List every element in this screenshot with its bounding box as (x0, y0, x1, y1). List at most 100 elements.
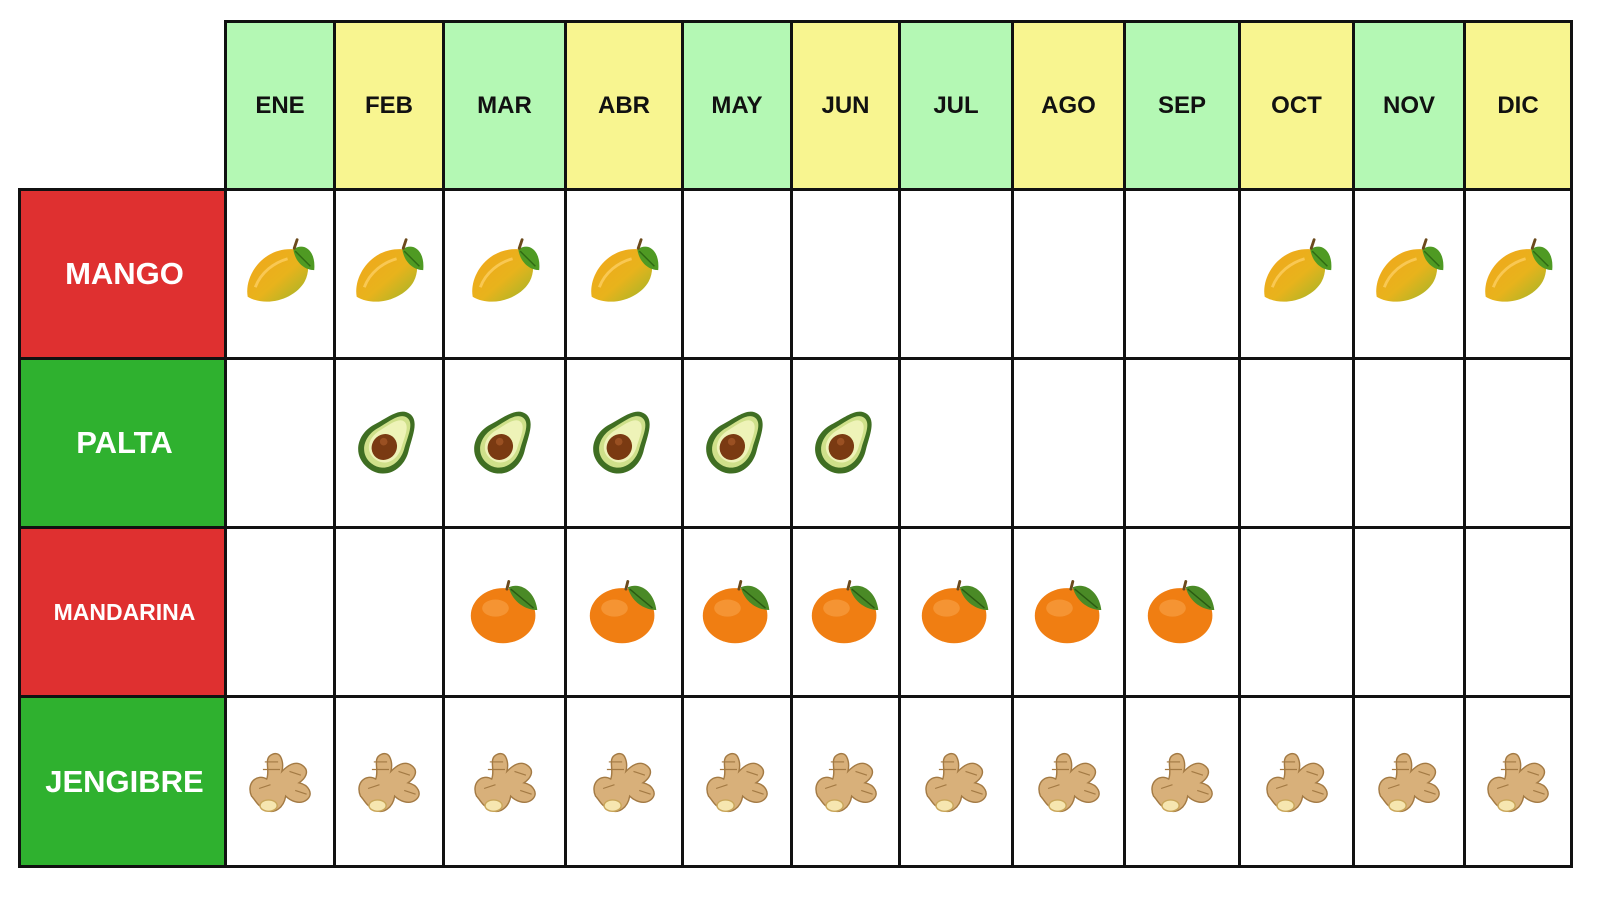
season-cell-mandarina-ene (224, 526, 336, 698)
month-label: DIC (1497, 91, 1539, 119)
tangerine-icon (1031, 572, 1107, 653)
season-cell-mango-ago (1011, 188, 1126, 360)
season-cell-palta-jun (790, 357, 901, 529)
month-header-sep: SEP (1123, 20, 1241, 191)
season-cell-jengibre-nov (1352, 695, 1466, 868)
season-cell-jengibre-mar (442, 695, 567, 868)
tangerine-icon (467, 572, 543, 653)
season-cell-jengibre-ene (224, 695, 336, 868)
mango-icon (1259, 234, 1335, 315)
season-cell-mandarina-mar (442, 526, 567, 698)
month-header-oct: OCT (1238, 20, 1355, 191)
month-label: SEP (1157, 91, 1207, 119)
season-cell-palta-ago (1011, 357, 1126, 529)
month-label: AGO (1041, 91, 1096, 119)
season-cell-palta-oct (1238, 357, 1355, 529)
season-cell-palta-feb (333, 357, 445, 529)
fruit-label-mango: MANGO (18, 188, 231, 360)
ginger-icon (467, 741, 543, 822)
season-cell-jengibre-dic (1463, 695, 1573, 868)
season-cell-mango-dic (1463, 188, 1573, 360)
ginger-icon (808, 741, 884, 822)
ginger-icon (1031, 741, 1107, 822)
fruit-label-mandarina: MANDARINA (18, 526, 231, 698)
avocado-icon (467, 403, 543, 484)
season-cell-jengibre-ago (1011, 695, 1126, 868)
ginger-icon (1259, 741, 1335, 822)
month-label: MAY (711, 91, 763, 119)
month-label: JUL (933, 91, 979, 119)
month-label: OCT (1271, 91, 1322, 119)
season-cell-mango-jul (898, 188, 1014, 360)
season-cell-jengibre-sep (1123, 695, 1241, 868)
season-cell-jengibre-oct (1238, 695, 1355, 868)
season-cell-mango-mar (442, 188, 567, 360)
avocado-icon (699, 403, 775, 484)
season-cell-mandarina-abr (564, 526, 684, 698)
mango-icon (467, 234, 543, 315)
season-cell-jengibre-jul (898, 695, 1014, 868)
season-cell-mango-abr (564, 188, 684, 360)
season-cell-jengibre-jun (790, 695, 901, 868)
season-cell-mandarina-jul (898, 526, 1014, 698)
mango-icon (1480, 234, 1556, 315)
season-cell-mandarina-sep (1123, 526, 1241, 698)
season-cell-mandarina-may (681, 526, 793, 698)
season-cell-jengibre-may (681, 695, 793, 868)
ginger-icon (699, 741, 775, 822)
season-cell-mango-feb (333, 188, 445, 360)
season-cell-mango-oct (1238, 188, 1355, 360)
tangerine-icon (1144, 572, 1220, 653)
tangerine-icon (586, 572, 662, 653)
season-cell-mango-jun (790, 188, 901, 360)
season-cell-palta-dic (1463, 357, 1573, 529)
avocado-icon (586, 403, 662, 484)
season-cell-mandarina-oct (1238, 526, 1355, 698)
ginger-icon (1480, 741, 1556, 822)
ginger-icon (918, 741, 994, 822)
avocado-icon (351, 403, 427, 484)
season-cell-mandarina-dic (1463, 526, 1573, 698)
avocado-icon (808, 403, 884, 484)
month-label: ENE (255, 91, 305, 119)
month-header-jun: JUN (790, 20, 901, 191)
season-cell-mandarina-feb (333, 526, 445, 698)
mango-icon (351, 234, 427, 315)
tangerine-icon (699, 572, 775, 653)
month-header-ago: AGO (1011, 20, 1126, 191)
season-cell-palta-may (681, 357, 793, 529)
season-cell-mandarina-nov (1352, 526, 1466, 698)
season-cell-jengibre-abr (564, 695, 684, 868)
season-cell-mango-nov (1352, 188, 1466, 360)
fruit-label-jengibre: JENGIBRE (18, 695, 231, 868)
month-label: NOV (1382, 91, 1435, 119)
fruit-name: PALTA (76, 425, 173, 460)
month-header-dic: DIC (1463, 20, 1573, 191)
season-cell-palta-jul (898, 357, 1014, 529)
month-header-abr: ABR (564, 20, 684, 191)
tangerine-icon (918, 572, 994, 653)
month-label: MAR (477, 91, 532, 119)
season-cell-mango-may (681, 188, 793, 360)
ginger-icon (351, 741, 427, 822)
ginger-icon (1144, 741, 1220, 822)
season-cell-palta-nov (1352, 357, 1466, 529)
month-header-ene: ENE (224, 20, 336, 191)
season-cell-palta-sep (1123, 357, 1241, 529)
mango-icon (586, 234, 662, 315)
fruit-name: JENGIBRE (45, 763, 204, 799)
season-cell-mandarina-jun (790, 526, 901, 698)
fruit-name: MANDARINA (53, 598, 196, 625)
season-cell-mandarina-ago (1011, 526, 1126, 698)
season-cell-mango-sep (1123, 188, 1241, 360)
month-label: ABR (598, 91, 650, 119)
season-cell-mango-ene (224, 188, 336, 360)
month-header-feb: FEB (333, 20, 445, 191)
season-cell-jengibre-feb (333, 695, 445, 868)
month-label: JUN (821, 91, 870, 119)
month-header-may: MAY (681, 20, 793, 191)
tangerine-icon (808, 572, 884, 653)
fruit-label-palta: PALTA (18, 357, 231, 529)
season-cell-palta-mar (442, 357, 567, 529)
month-header-mar: MAR (442, 20, 567, 191)
